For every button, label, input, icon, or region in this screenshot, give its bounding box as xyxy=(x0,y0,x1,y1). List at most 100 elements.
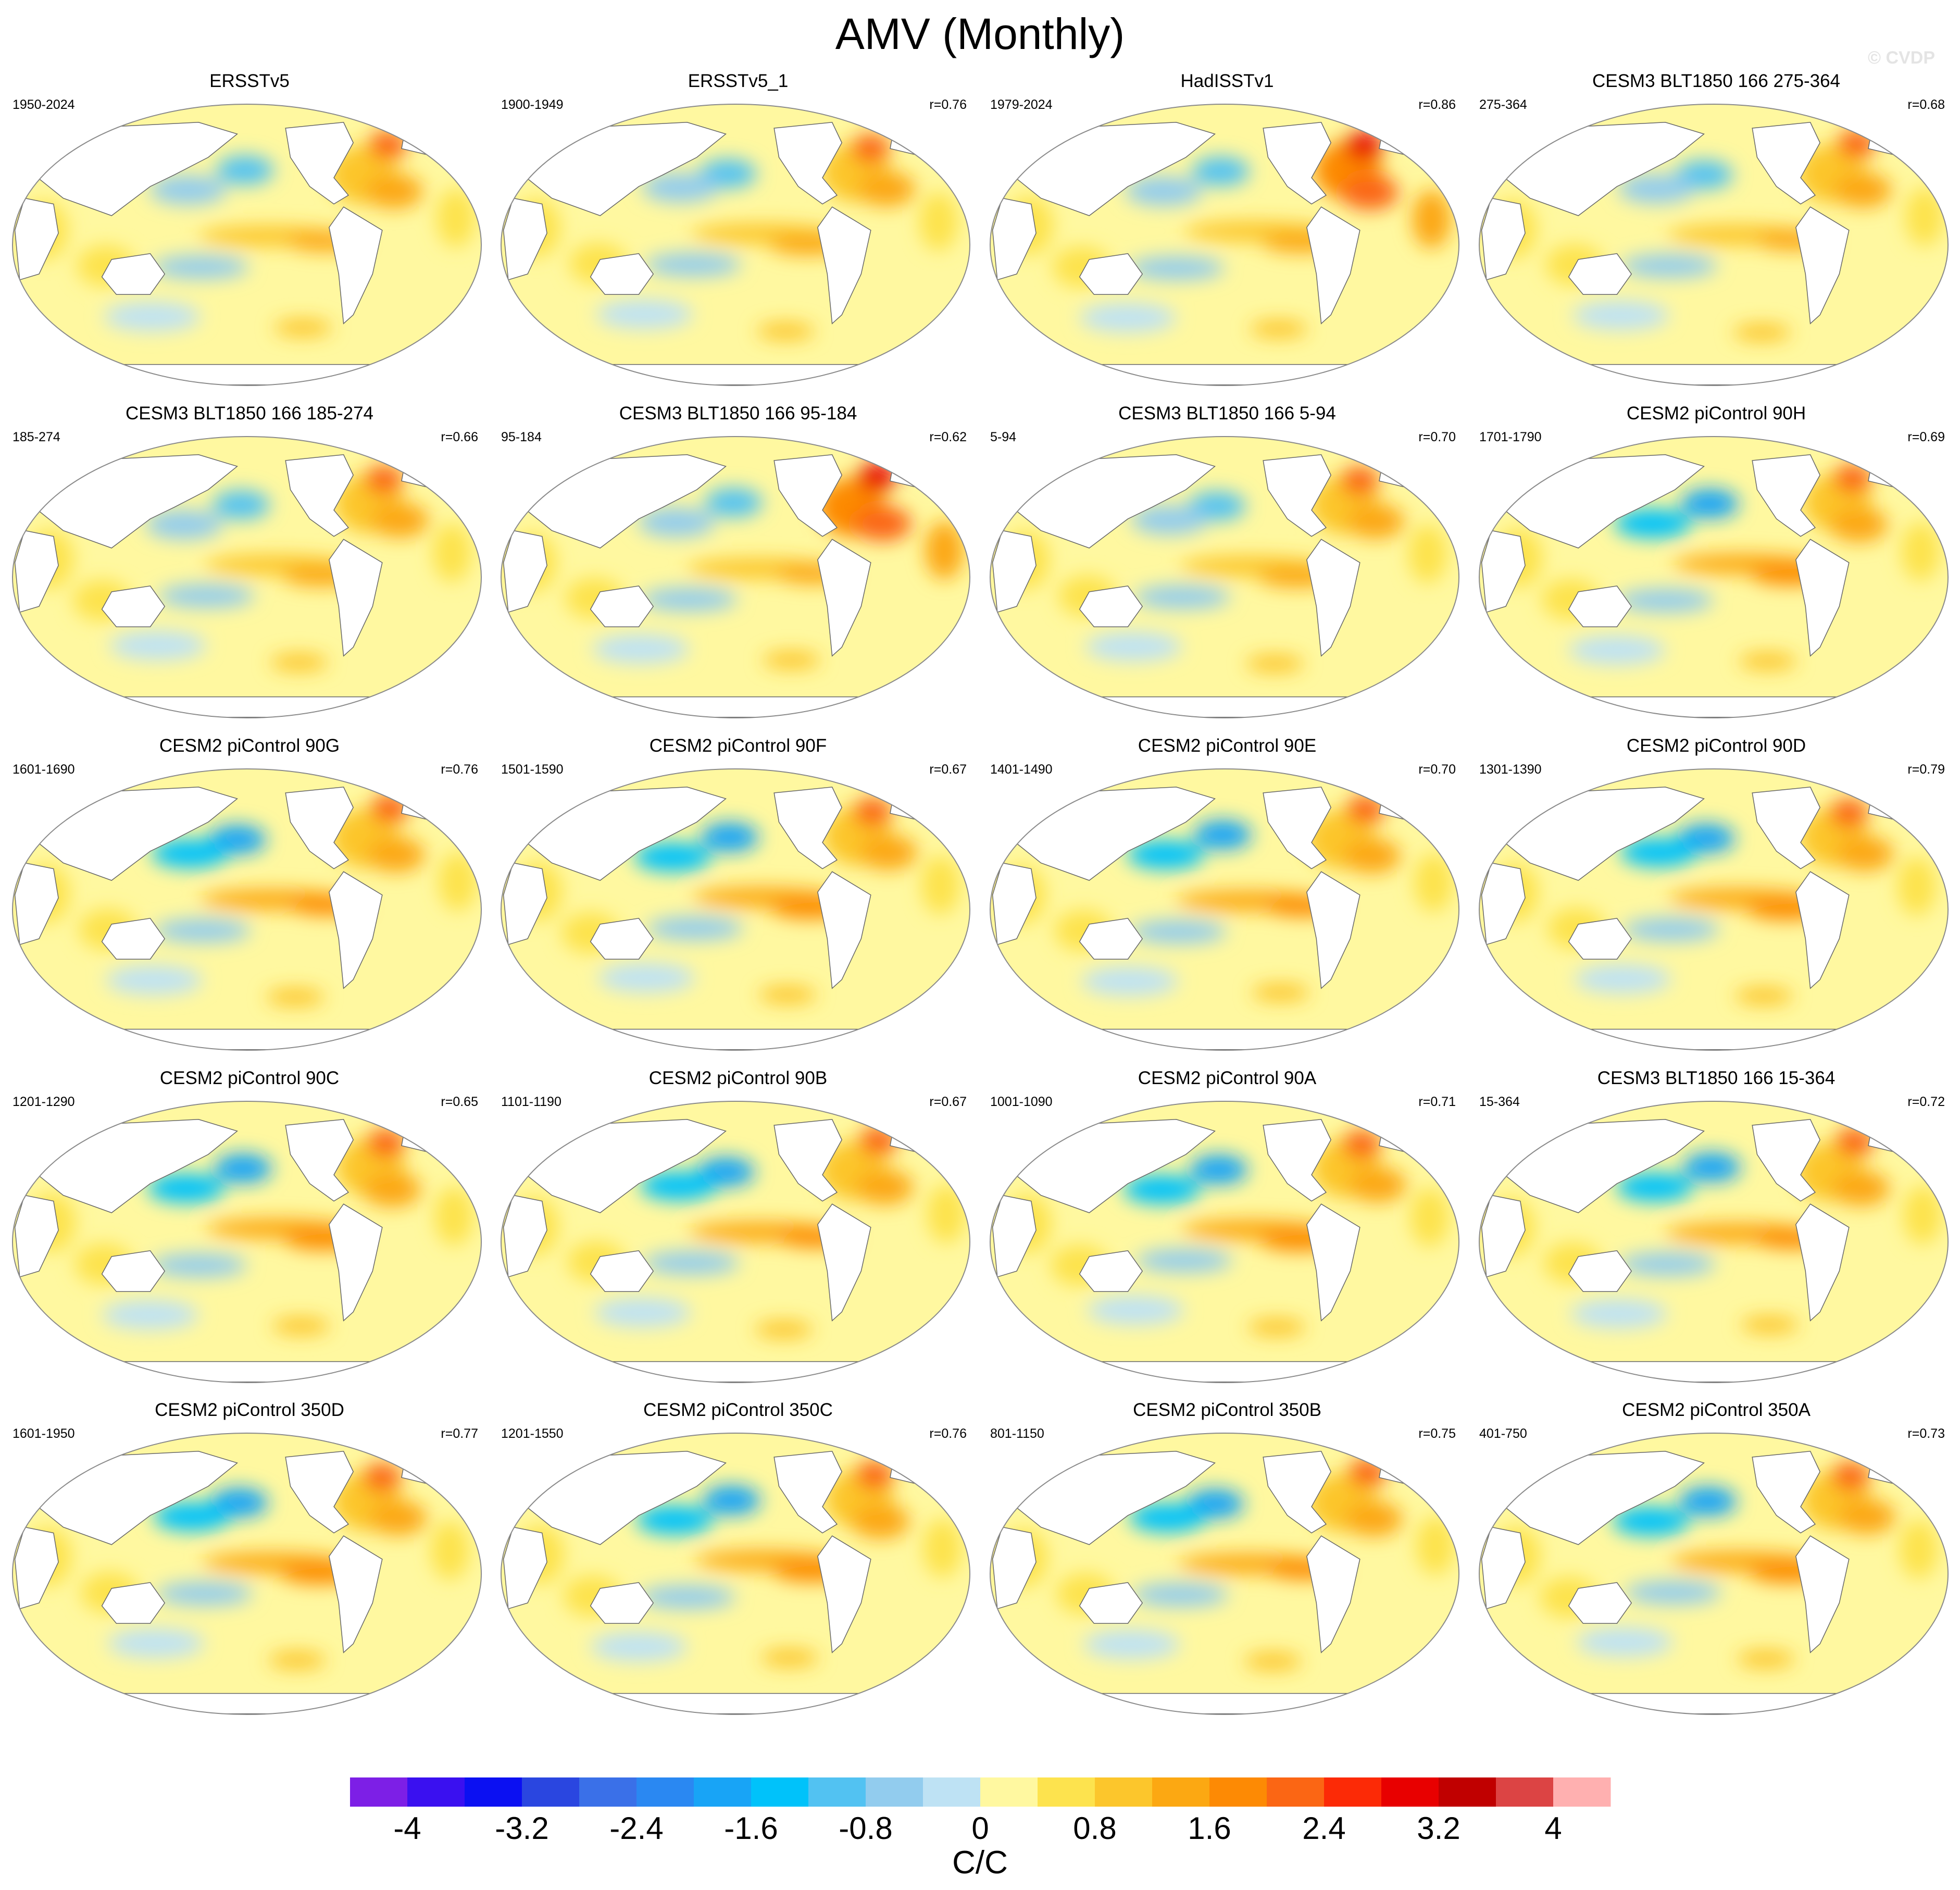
sst-anomaly-blob xyxy=(1835,836,1894,872)
panel-period: 5-94 xyxy=(990,430,1017,444)
land-mass xyxy=(101,585,166,627)
map-border xyxy=(1479,436,1949,718)
sst-anomaly-blob xyxy=(1346,503,1405,539)
sst-anomaly-blob xyxy=(1733,324,1791,341)
panel-correlation: r=0.69 xyxy=(1907,430,1945,444)
sst-anomaly-blob xyxy=(1251,984,1310,1001)
sst-anomaly-blob xyxy=(216,155,274,185)
sst-anomaly-blob xyxy=(1342,1129,1381,1159)
sst-anomaly-blob xyxy=(1128,256,1225,280)
sst-anomaly-blob xyxy=(598,963,695,993)
sst-anomaly-blob xyxy=(158,584,255,608)
sst-map xyxy=(501,1433,970,1715)
sst-anomaly-blob xyxy=(1831,1461,1870,1491)
sst-anomaly-blob xyxy=(153,1502,231,1532)
sst-anomaly-blob xyxy=(151,839,229,868)
land-mass xyxy=(328,1535,383,1653)
colorbar-swatch xyxy=(579,1777,637,1807)
land-mass xyxy=(1020,1361,1429,1383)
land-mass xyxy=(503,862,547,946)
land-mass xyxy=(401,786,441,820)
land-mass xyxy=(1509,696,1918,718)
sst-anomaly-blob xyxy=(1191,156,1250,186)
sst-anomaly-blob xyxy=(432,523,471,582)
sst-anomaly-blob xyxy=(1899,1520,1938,1578)
land-mass xyxy=(1379,1450,1419,1484)
sst-anomaly-blob xyxy=(853,506,912,541)
colorbar-swatch xyxy=(636,1777,694,1807)
map-border xyxy=(12,768,482,1051)
panel-correlation: r=0.71 xyxy=(1418,1095,1456,1109)
map-panel: CESM2 piControl 90B 1101-1190 r=0.67 xyxy=(494,1068,982,1401)
sst-anomaly-blob xyxy=(1127,840,1205,869)
land-mass xyxy=(1568,585,1632,627)
land-mass xyxy=(590,253,654,295)
sst-anomaly-blob xyxy=(1625,1581,1721,1605)
panel-correlation: r=0.75 xyxy=(1418,1426,1456,1441)
sst-anomaly-blob xyxy=(1244,1652,1302,1670)
map-panel: CESM2 piControl 350D 1601-1950 r=0.77 xyxy=(5,1400,494,1733)
land-mass xyxy=(531,696,940,718)
sst-map xyxy=(1479,436,1949,718)
sst-anomaly-blob xyxy=(1081,966,1178,996)
sst-anomaly-blob xyxy=(641,588,738,611)
colorbar-tick-label: 1.6 xyxy=(1188,1811,1231,1846)
sst-map xyxy=(1479,768,1949,1051)
panel-correlation: r=0.76 xyxy=(929,1426,967,1441)
colorbar-swatch xyxy=(1267,1777,1325,1807)
sst-anomaly-blob xyxy=(851,1503,910,1539)
sst-anomaly-blob xyxy=(272,1317,330,1335)
land-mass xyxy=(14,1195,59,1278)
land-mass xyxy=(101,253,166,295)
sst-anomaly-blob xyxy=(109,631,207,661)
colorbar-unit-label: C/C xyxy=(952,1845,1008,1881)
panel-period: 401-750 xyxy=(1479,1426,1527,1441)
colorbar-swatch xyxy=(350,1777,408,1807)
sst-anomaly-blob xyxy=(1344,1501,1403,1537)
land-mass xyxy=(1306,1203,1360,1322)
sst-anomaly-blob xyxy=(368,1500,427,1536)
sst-anomaly-blob xyxy=(1408,525,1447,583)
chart-title: AMV (Monthly) xyxy=(835,9,1125,58)
panel-title: CESM2 piControl 350D xyxy=(155,1400,344,1420)
panel-title: ERSSTv5_1 xyxy=(688,71,789,91)
sst-anomaly-blob xyxy=(1416,1516,1455,1575)
sst-anomaly-blob xyxy=(1737,1650,1795,1668)
land-mass xyxy=(890,1450,930,1484)
land-mass xyxy=(1752,1451,1821,1534)
map-panel: CESM2 piControl 350B 801-1150 r=0.75 xyxy=(983,1400,1471,1733)
panel-period: 1001-1090 xyxy=(990,1095,1053,1109)
sst-anomaly-blob xyxy=(701,823,759,852)
land-mass xyxy=(1509,1028,1918,1050)
land-mass xyxy=(42,696,452,718)
map-panel: CESM3 BLT1850 166 95-184 95-184 r=0.62 xyxy=(494,403,982,737)
land-mass xyxy=(42,1361,452,1383)
sst-anomaly-blob xyxy=(641,173,719,203)
panel-period: 1101-1190 xyxy=(501,1095,561,1109)
panel-period: 1701-1790 xyxy=(1479,430,1542,444)
land-mass xyxy=(101,917,166,960)
land-mass xyxy=(773,1451,843,1534)
panel-correlation: r=0.76 xyxy=(929,97,967,112)
map-panel: HadISSTv1 1979-2024 r=0.86 xyxy=(983,71,1471,404)
map-panel: CESM2 piControl 90D 1301-1390 r=0.79 xyxy=(1472,736,1960,1069)
sst-anomaly-blob xyxy=(363,1463,402,1493)
panel-title: CESM3 BLT1850 166 185-274 xyxy=(125,403,374,424)
sst-anomaly-blob xyxy=(1570,1299,1667,1328)
sst-anomaly-blob xyxy=(857,463,896,492)
sst-anomaly-blob xyxy=(1682,1152,1741,1182)
sst-anomaly-blob xyxy=(430,1521,469,1580)
sst-anomaly-blob xyxy=(212,490,270,520)
sst-anomaly-blob xyxy=(1348,1167,1406,1202)
sst-anomaly-blob xyxy=(851,134,890,164)
land-mass xyxy=(401,121,441,155)
map-panel: ERSSTv5_1 1900-1949 r=0.76 xyxy=(494,71,982,404)
land-mass xyxy=(590,1582,654,1624)
panel-period: 1201-1290 xyxy=(13,1095,75,1109)
panel-title: CESM2 piControl 90B xyxy=(648,1068,828,1088)
colorbar-tick-label: 4 xyxy=(1544,1811,1562,1846)
sst-anomaly-blob xyxy=(642,1251,740,1275)
sst-anomaly-blob xyxy=(1568,636,1666,665)
land-mass xyxy=(1263,1451,1332,1534)
colorbar-tick-label: 2.4 xyxy=(1302,1811,1345,1846)
